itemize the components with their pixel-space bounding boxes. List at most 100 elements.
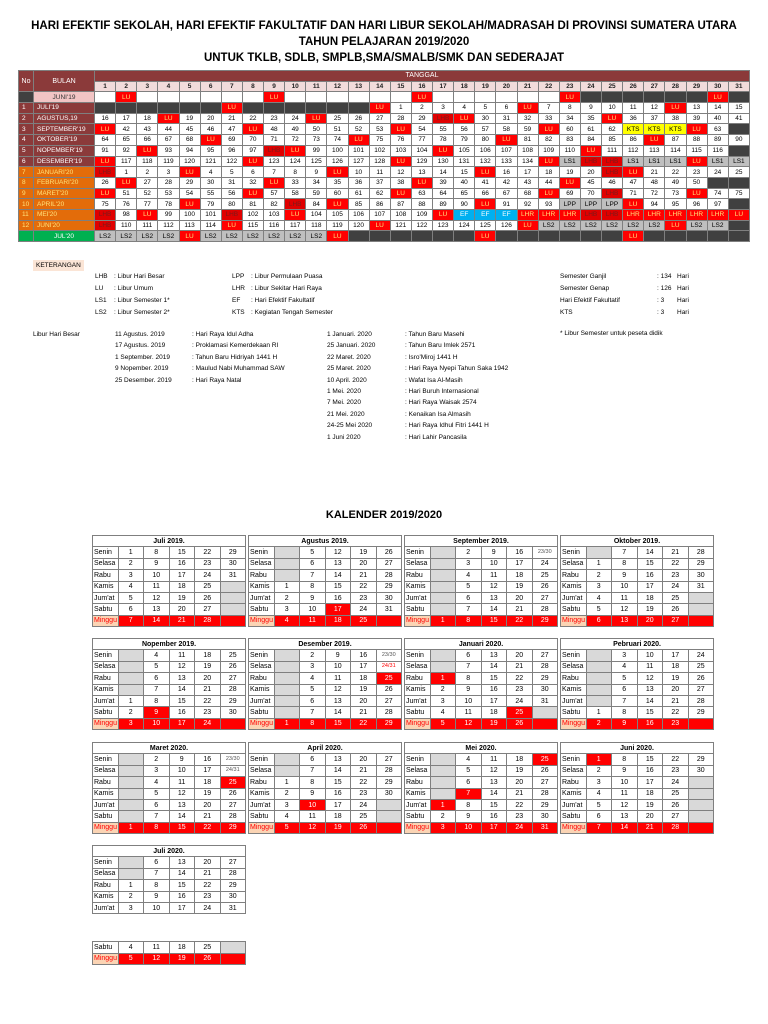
day-cell: LS2 <box>136 230 159 242</box>
day-cell: 119 <box>157 155 180 168</box>
holiday-date: 1 Januari. 2020 <box>327 331 372 338</box>
day-cell <box>326 91 349 104</box>
day-cell: LS2 <box>305 230 328 242</box>
date-cell: 16 <box>480 683 507 696</box>
day-label: Selasa <box>92 660 119 674</box>
day-number-header: 15 <box>389 80 412 93</box>
date-cell: 18 <box>168 941 195 954</box>
week-row: Minggu 3 10 17 24 31 <box>404 821 558 835</box>
day-cell: 92 <box>115 144 138 157</box>
legend-code: KTS <box>232 309 245 316</box>
day-label: Rabu <box>404 672 431 685</box>
day-cell: LU <box>284 144 307 157</box>
row-no: 8 <box>18 176 34 189</box>
month-calendar: Oktober 2019. Senin 7 14 21 28 Selasa 1 8 15 22 29 R… <box>560 534 714 628</box>
day-cell: 44 <box>537 176 560 189</box>
day-cell: 3 <box>431 102 455 114</box>
date-cell: 24 <box>506 694 533 708</box>
day-cell: LHB <box>93 219 117 232</box>
day-cell <box>579 91 603 104</box>
day-cell: 17 <box>516 166 539 178</box>
day-cell: 51 <box>326 123 349 136</box>
day-label: Jum'at <box>248 798 275 812</box>
date-cell: 29 <box>219 879 246 892</box>
date-cell: 3 <box>273 798 300 812</box>
day-label: Selasa <box>404 764 431 778</box>
table-row: 11 MEI'20 LHB 98 LU 99 100 101 LHB 102 103 LU 104 105… <box>18 208 751 221</box>
day-label: Senin <box>92 649 119 662</box>
day-cell: LPP <box>558 198 581 210</box>
day-cell <box>516 230 539 242</box>
week-row: Kamis 5 12 19 26 <box>248 683 402 696</box>
date-cell: 24 <box>350 603 377 616</box>
day-cell: LU <box>178 230 201 242</box>
day-cell: 55 <box>431 123 455 136</box>
date-cell: 25 <box>350 614 377 628</box>
day-cell: 79 <box>453 134 476 146</box>
day-cell: 72 <box>643 187 666 200</box>
day-label: Senin <box>404 753 431 766</box>
day-cell <box>347 102 370 114</box>
table-row: 8 FEBRUARI'20 26 LU 27 28 29 30 31 32 LU 33 34 35 36 37… <box>18 176 751 189</box>
week-row: Rabu 1 8 15 22 29 <box>404 672 558 685</box>
date-cell: 11 <box>611 591 638 605</box>
day-cell: 3 <box>157 166 180 178</box>
day-number-header: 25 <box>600 80 624 93</box>
day-cell: 82 <box>537 134 560 146</box>
holiday-name: : Proklamasi Kemerdekaan RI <box>192 342 279 350</box>
day-cell: LU <box>157 112 180 125</box>
day-cell: 91 <box>93 144 117 157</box>
date-cell: 2 <box>143 753 170 766</box>
day-cell: LS2 <box>558 219 581 232</box>
row-no: 5 <box>18 144 34 157</box>
day-label: Jum'at <box>404 798 431 812</box>
holiday-date: 24-25 Mei 2020 <box>327 422 373 430</box>
day-cell <box>727 230 751 242</box>
day-cell: 69 <box>558 187 581 200</box>
week-row: Sabtu 4 11 18 25 <box>92 941 246 954</box>
date-cell <box>219 580 246 593</box>
date-cell: 8 <box>455 798 482 812</box>
day-cell: 20 <box>199 112 222 125</box>
date-cell: 6 <box>299 694 326 708</box>
doc-title-line1: HARI EFEKTIF SEKOLAH, HARI EFEKTIF FAKUL… <box>31 20 737 32</box>
date-cell: 5 <box>117 952 144 966</box>
row-no: 12 <box>18 219 34 232</box>
date-cell: 27 <box>662 614 689 628</box>
date-cell: 17 <box>662 649 689 662</box>
week-row: Selasa 2 9 16 23 30 <box>92 557 246 571</box>
day-cell: LHB <box>600 155 624 168</box>
date-cell <box>273 649 300 662</box>
day-cell: 53 <box>368 123 391 136</box>
date-cell: 23 <box>194 706 221 719</box>
date-cell: 12 <box>168 787 195 800</box>
day-cell: 102 <box>368 144 391 157</box>
date-cell <box>219 941 246 954</box>
date-cell: 3 <box>117 569 144 582</box>
date-cell: 20 <box>350 694 377 708</box>
date-cell: 3 <box>299 660 326 674</box>
month-title: Desember 2019. <box>248 637 402 651</box>
day-cell: LHR <box>622 208 645 221</box>
day-cell: 18 <box>136 112 159 125</box>
date-cell: 17 <box>636 580 663 593</box>
day-cell: 57 <box>262 187 286 200</box>
day-cell: LHB <box>600 166 624 178</box>
date-cell: 19 <box>506 580 533 593</box>
date-cell: 16 <box>636 764 663 778</box>
date-cell: 30 <box>531 683 558 696</box>
day-cell: 47 <box>220 123 243 136</box>
date-cell: 17 <box>324 798 351 812</box>
day-label: Jum'at <box>404 694 431 708</box>
date-cell: 11 <box>143 941 170 954</box>
month-title: Pebruari 2020. <box>560 637 714 651</box>
holiday-name: : Hari Buruh Internasional <box>405 388 479 395</box>
day-cell: LS2 <box>600 219 624 232</box>
date-cell: 10 <box>299 798 326 812</box>
day-cell: 39 <box>685 112 708 125</box>
day-cell <box>685 230 708 242</box>
day-cell: LS2 <box>199 230 222 242</box>
day-label: Senin <box>560 753 587 766</box>
date-cell <box>585 694 612 708</box>
week-row: Kamis 2 9 16 23 30 <box>248 787 402 800</box>
